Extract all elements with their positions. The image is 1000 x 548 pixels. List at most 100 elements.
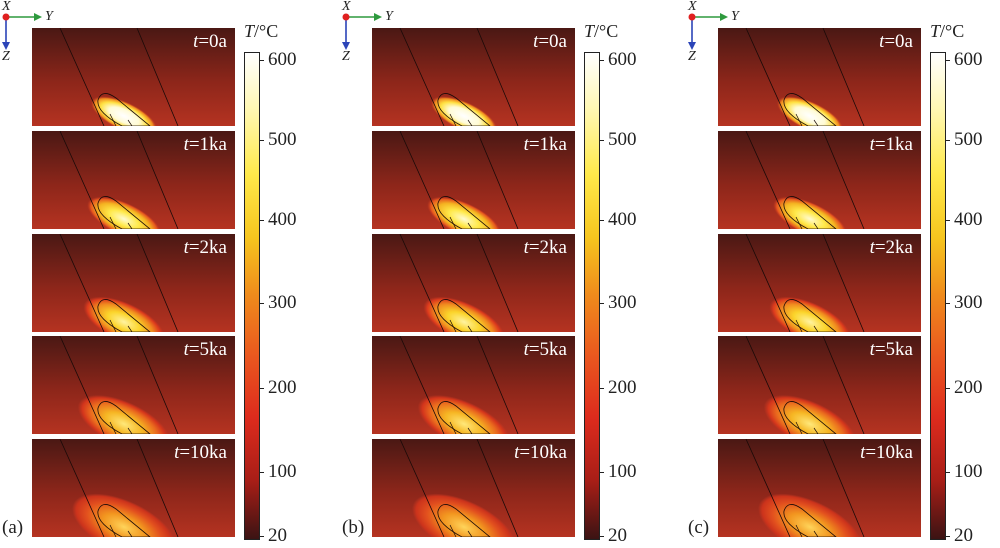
- fault-line: [476, 336, 519, 434]
- colorbar-tick-label: 100: [954, 461, 983, 482]
- fault-line: [399, 131, 445, 229]
- colorbar-tick-mark: [599, 220, 604, 221]
- fault-line: [136, 439, 179, 537]
- time-label: t=1ka: [524, 135, 567, 154]
- colorbar-title: T/°C: [584, 22, 618, 40]
- temperature-field: [372, 28, 575, 126]
- time-label: t=10ka: [174, 443, 227, 462]
- colorbar-tick-mark: [259, 220, 264, 221]
- snapshot-3: t=5ka: [32, 336, 235, 434]
- fault-line: [822, 234, 865, 332]
- time-value: =5ka: [874, 339, 913, 360]
- fault-line: [136, 28, 179, 126]
- colorbar-tick-label: 20: [954, 525, 973, 546]
- intrusion-inner-lines: [795, 524, 819, 537]
- temperature-field: [718, 131, 921, 229]
- colorbar-tick-label: 200: [608, 377, 637, 398]
- snapshot-1: t=1ka: [32, 131, 235, 229]
- axes-indicator: X Y Z: [0, 0, 60, 70]
- colorbar-title-unit: /°C: [254, 21, 279, 41]
- colorbar-tick-mark: [599, 60, 604, 61]
- time-var: t: [523, 339, 529, 360]
- colorbar-tick-mark: [945, 60, 950, 61]
- heat-glow: [423, 296, 505, 332]
- colorbar-tick-label: 400: [268, 209, 297, 230]
- intrusion-outline: [437, 504, 491, 537]
- intrusion-inner-lines: [109, 524, 133, 537]
- colorbar-tick-mark: [259, 140, 264, 141]
- time-value: =0a: [884, 31, 913, 52]
- time-var: t: [193, 31, 199, 52]
- intrusion-outline: [97, 196, 151, 229]
- temperature-field: [372, 336, 575, 434]
- temperature-field: [718, 336, 921, 434]
- fault-line: [745, 28, 791, 126]
- colorbar-title-unit: /°C: [594, 21, 619, 41]
- fault-line: [822, 439, 865, 537]
- fault-line: [822, 131, 865, 229]
- time-value: =2ka: [528, 237, 567, 258]
- colorbar-tick-mark: [599, 140, 604, 141]
- axis-label-z: Z: [688, 49, 696, 64]
- time-var: t: [533, 31, 539, 52]
- colorbar: [584, 52, 600, 540]
- panel-label: (c): [688, 517, 710, 538]
- fault-line: [399, 336, 445, 434]
- time-label: t=1ka: [184, 135, 227, 154]
- axis-label-y: Y: [385, 9, 393, 24]
- axis-label-z: Z: [2, 49, 10, 64]
- colorbar-tick-label: 500: [954, 129, 983, 150]
- fault-line: [59, 28, 105, 126]
- axes-indicator: X Y Z: [686, 0, 746, 70]
- fault-line: [59, 439, 105, 537]
- temperature-field: [32, 336, 235, 434]
- colorbar-tick-label: 400: [954, 209, 983, 230]
- intrusion-inner-lines: [109, 421, 133, 434]
- heat-glow: [87, 196, 161, 229]
- heat-glow: [427, 196, 501, 229]
- time-var: t: [174, 442, 180, 463]
- colorbar-tick-label: 200: [268, 377, 297, 398]
- colorbar-tick-label: 600: [608, 49, 637, 70]
- colorbar-tick-mark: [945, 388, 950, 389]
- fault-line: [822, 28, 865, 126]
- colorbar-tick-label: 20: [268, 525, 287, 546]
- time-label: t=5ka: [524, 340, 567, 359]
- intrusion-outline: [437, 196, 491, 229]
- intrusion-inner-lines: [449, 319, 473, 332]
- snapshot-1: t=1ka: [718, 131, 921, 229]
- time-value: =10ka: [179, 442, 227, 463]
- time-var: t: [879, 31, 885, 52]
- colorbar: [930, 52, 946, 540]
- colorbar-tick-label: 600: [954, 49, 983, 70]
- time-label: t=2ka: [524, 238, 567, 257]
- fault-line: [399, 439, 445, 537]
- heat-glow: [417, 394, 511, 434]
- colorbar-tick-label: 500: [268, 129, 297, 150]
- colorbar-tick-label: 600: [268, 49, 297, 70]
- fault-line: [476, 131, 519, 229]
- temperature-field: [372, 234, 575, 332]
- heat-glow: [83, 296, 165, 332]
- snapshot-2: t=2ka: [32, 234, 235, 332]
- temperature-field: [32, 131, 235, 229]
- time-label: t=0a: [879, 32, 913, 51]
- temperature-field: [372, 131, 575, 229]
- time-var: t: [869, 339, 875, 360]
- temperature-field: [32, 234, 235, 332]
- fault-line: [59, 336, 105, 434]
- time-var: t: [514, 442, 520, 463]
- time-value: =2ka: [874, 237, 913, 258]
- intrusion-outline: [783, 299, 837, 332]
- colorbar: [244, 52, 260, 540]
- fault-line: [399, 28, 445, 126]
- temperature-field: [372, 439, 575, 537]
- snapshot-0: t=0a: [718, 28, 921, 126]
- time-var: t: [869, 237, 875, 258]
- time-var: t: [523, 237, 529, 258]
- snapshot-2: t=2ka: [718, 234, 921, 332]
- time-value: =0a: [198, 31, 227, 52]
- time-value: =1ka: [528, 134, 567, 155]
- temperature-field: [718, 234, 921, 332]
- colorbar-tick-mark: [599, 536, 604, 537]
